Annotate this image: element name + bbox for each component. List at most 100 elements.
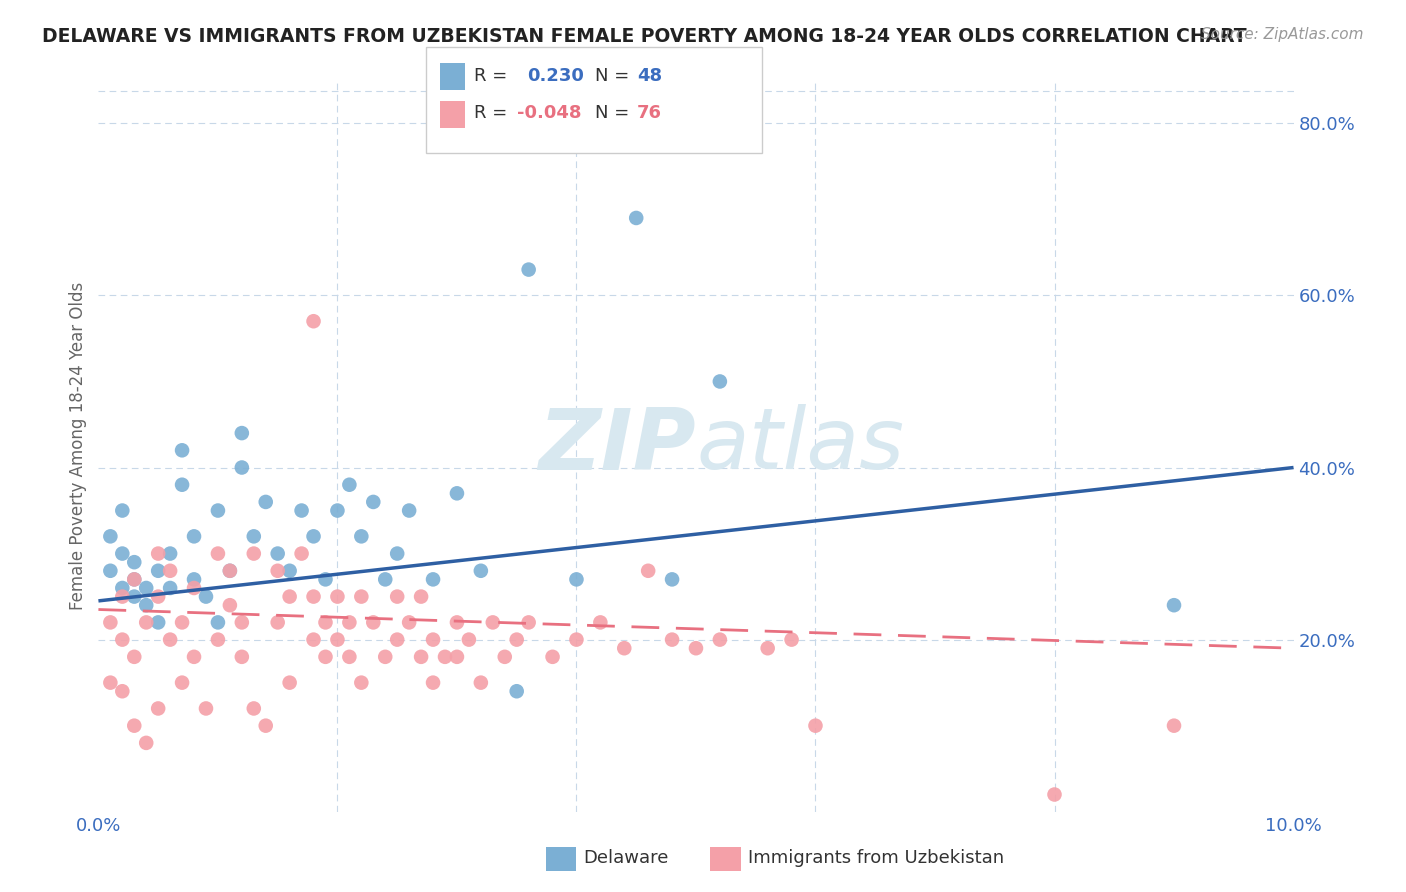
Point xyxy=(422,632,444,647)
Point xyxy=(315,573,337,587)
Point xyxy=(267,564,290,578)
Point xyxy=(172,477,194,491)
Point xyxy=(148,564,170,578)
Point xyxy=(446,615,468,630)
Point xyxy=(411,590,433,604)
Point xyxy=(1163,598,1185,612)
Point xyxy=(219,598,242,612)
Point xyxy=(302,632,325,647)
Point xyxy=(98,615,122,630)
Point xyxy=(1163,719,1185,733)
Text: R =: R = xyxy=(474,67,519,85)
Point xyxy=(111,590,134,604)
Point xyxy=(709,632,731,647)
Point xyxy=(363,615,385,630)
Point xyxy=(541,649,564,664)
Point xyxy=(207,615,229,630)
Point xyxy=(148,590,170,604)
Text: atlas: atlas xyxy=(696,404,904,488)
Point xyxy=(172,615,194,630)
Point xyxy=(1043,788,1066,802)
Point xyxy=(124,719,146,733)
Point xyxy=(422,675,444,690)
Point xyxy=(494,649,516,664)
Y-axis label: Female Poverty Among 18-24 Year Olds: Female Poverty Among 18-24 Year Olds xyxy=(69,282,87,610)
Point xyxy=(267,547,290,561)
Point xyxy=(111,547,134,561)
Point xyxy=(219,564,242,578)
Point xyxy=(434,649,457,664)
Point xyxy=(124,573,146,587)
Point xyxy=(374,573,396,587)
Point xyxy=(243,547,266,561)
Point xyxy=(231,615,253,630)
Point xyxy=(326,632,349,647)
Text: 0.230: 0.230 xyxy=(527,67,583,85)
Point xyxy=(124,573,146,587)
Point xyxy=(326,590,349,604)
Point xyxy=(159,564,181,578)
Point xyxy=(243,701,266,715)
Point xyxy=(398,503,420,517)
Point xyxy=(135,598,157,612)
Point xyxy=(243,529,266,543)
Point xyxy=(124,555,146,569)
Point xyxy=(278,675,301,690)
Text: Delaware: Delaware xyxy=(583,849,669,867)
Point xyxy=(780,632,803,647)
Point xyxy=(148,701,170,715)
Point xyxy=(506,684,529,698)
Point xyxy=(756,641,779,656)
Point xyxy=(135,615,157,630)
Point xyxy=(231,460,253,475)
Text: Immigrants from Uzbekistan: Immigrants from Uzbekistan xyxy=(748,849,1004,867)
Point xyxy=(565,573,588,587)
Point xyxy=(135,581,157,595)
Text: -0.048: -0.048 xyxy=(517,104,582,122)
Point xyxy=(267,615,290,630)
Point xyxy=(195,701,218,715)
Point xyxy=(302,590,325,604)
Point xyxy=(124,590,146,604)
Point xyxy=(302,529,325,543)
Point xyxy=(385,590,409,604)
Point xyxy=(661,632,683,647)
Text: R =: R = xyxy=(474,104,513,122)
Point xyxy=(148,547,170,561)
Point xyxy=(219,564,242,578)
Point xyxy=(411,649,433,664)
Point xyxy=(482,615,505,630)
Point xyxy=(98,564,122,578)
Point xyxy=(148,615,170,630)
Point xyxy=(231,649,253,664)
Point xyxy=(661,573,683,587)
Point xyxy=(231,426,253,441)
Text: ZIP: ZIP xyxy=(538,404,696,488)
Point xyxy=(385,632,409,647)
Point xyxy=(589,615,612,630)
Point xyxy=(183,529,205,543)
Point xyxy=(517,262,540,277)
Point xyxy=(363,495,385,509)
Point xyxy=(613,641,636,656)
Point xyxy=(183,649,205,664)
Point xyxy=(446,649,468,664)
Text: N =: N = xyxy=(595,104,634,122)
Point xyxy=(207,503,229,517)
Text: 48: 48 xyxy=(637,67,662,85)
Point xyxy=(637,564,659,578)
Point xyxy=(98,675,122,690)
Point xyxy=(98,529,122,543)
Text: 76: 76 xyxy=(637,104,662,122)
Point xyxy=(291,547,314,561)
Point xyxy=(626,211,648,225)
Point xyxy=(124,649,146,664)
Point xyxy=(159,581,181,595)
Point xyxy=(385,547,409,561)
Point xyxy=(278,590,301,604)
Point xyxy=(207,632,229,647)
Point xyxy=(195,590,218,604)
Point xyxy=(302,314,325,328)
Point xyxy=(339,649,361,664)
Point xyxy=(254,495,277,509)
